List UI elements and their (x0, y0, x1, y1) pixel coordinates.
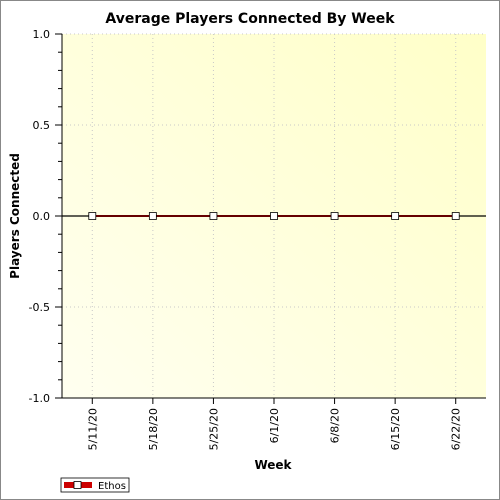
data-point (88, 212, 97, 220)
x-tick-label: 5/25/20 (207, 408, 220, 450)
x-axis-label: Week (254, 458, 292, 472)
x-tick-label: 6/1/20 (268, 408, 281, 443)
y-tick-label: 0.5 (33, 119, 51, 132)
y-tick-label: 1.0 (33, 28, 51, 41)
data-point (391, 212, 400, 220)
data-point (148, 212, 157, 220)
data-point (330, 212, 339, 220)
legend: Ethos (60, 477, 130, 493)
data-point (451, 212, 460, 220)
data-point (270, 212, 278, 220)
x-tick-label: 5/18/20 (147, 408, 160, 450)
axes: 1.0 0.5 0.0 -0.5 -1.0 5/11/20 5/18/20 5/25/20 6/… (29, 28, 486, 450)
x-tick-label: 6/8/20 (329, 408, 342, 443)
legend-label: Ethos (98, 481, 126, 492)
y-tick-label: -1.0 (29, 392, 50, 405)
x-tick-label: 5/11/20 (86, 408, 99, 450)
legend-marker (73, 481, 82, 489)
series (88, 212, 460, 220)
y-axis-label: Players Connected (8, 153, 22, 279)
y-tick-label: -0.5 (29, 301, 50, 314)
data-point (209, 212, 218, 220)
x-tick-label: 6/15/20 (389, 408, 402, 450)
chart-title: Average Players Connected By Week (105, 11, 395, 27)
y-tick-label: 0.0 (33, 210, 51, 223)
x-tick-label: 6/22/20 (450, 408, 463, 450)
